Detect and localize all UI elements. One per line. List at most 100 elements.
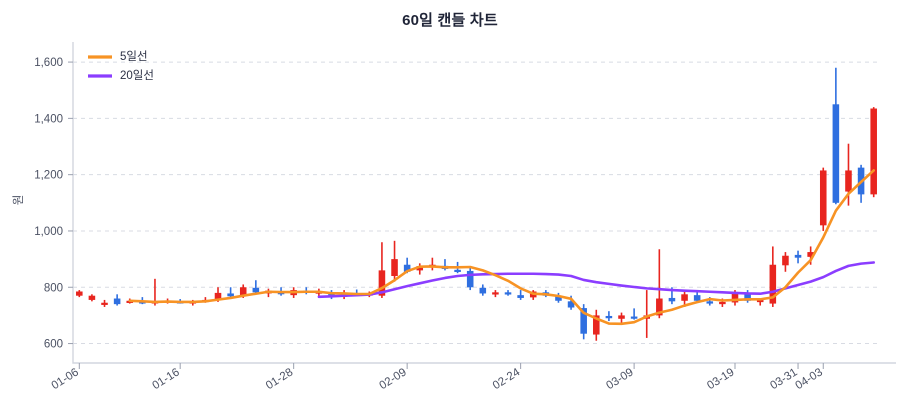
x-tick-label: 03-31 — [768, 366, 799, 392]
candle-body — [252, 287, 260, 293]
candle-body — [479, 287, 487, 294]
candle-body — [605, 315, 613, 319]
candle-body — [693, 295, 701, 301]
candle-body — [832, 104, 840, 203]
candle — [605, 311, 613, 322]
ma-lines-group — [128, 169, 875, 326]
candle — [101, 299, 108, 307]
candle — [504, 290, 512, 296]
candle-body — [794, 254, 802, 258]
candle-body — [618, 315, 625, 319]
candle — [618, 312, 625, 324]
y-tick-label: 1,000 — [34, 226, 63, 238]
legend-group: 5일선 20일선 — [88, 49, 154, 82]
axis-spine — [72, 42, 896, 364]
candle — [580, 304, 587, 340]
candle-body — [681, 294, 688, 301]
y-tick-label: 1,200 — [34, 170, 63, 182]
candle-body — [76, 291, 83, 296]
candle-body — [630, 316, 638, 319]
candle — [782, 252, 789, 272]
x-tick-labels: 01-06 01-16 01-28 02-09 02-24 03-09 03-19 03-31… — [50, 363, 825, 392]
candle-body — [807, 252, 814, 257]
candle — [656, 249, 663, 319]
candle-body — [580, 308, 587, 334]
candle — [429, 257, 436, 271]
candle-body — [567, 301, 575, 308]
candle — [88, 294, 96, 302]
y-tick-label: 600 — [44, 339, 63, 351]
candle — [630, 308, 638, 320]
candle-body — [239, 287, 247, 296]
candle — [819, 167, 827, 231]
candle-body — [819, 170, 827, 226]
candle — [328, 290, 335, 300]
candle — [479, 284, 487, 296]
candle — [113, 294, 121, 306]
candle — [555, 292, 562, 303]
x-tick-label: 03-19 — [705, 366, 736, 392]
candle — [441, 259, 449, 271]
y-tick-label: 800 — [44, 282, 63, 294]
candle — [643, 290, 651, 338]
candle-body — [731, 292, 739, 303]
candle-body — [492, 292, 499, 295]
candle-body — [668, 297, 676, 302]
candle-body — [504, 292, 512, 295]
candle-body — [391, 259, 398, 276]
candle-body — [214, 292, 222, 300]
x-tick-label: 02-09 — [377, 366, 408, 392]
y-axis-title-group: 원 — [11, 195, 25, 206]
y-tick-label: 1,600 — [34, 57, 63, 69]
candle — [832, 67, 840, 205]
candle-body — [656, 298, 663, 316]
y-axis-title: 원 — [11, 195, 25, 206]
candle-body — [845, 170, 852, 192]
candle-body — [454, 269, 461, 273]
candle-body — [756, 299, 764, 303]
candle-body — [378, 270, 386, 296]
candle — [744, 290, 751, 303]
y-tick-label: 1,400 — [34, 113, 63, 125]
x-tick-label: 02-24 — [491, 366, 523, 392]
x-tick-label: 01-16 — [150, 366, 181, 392]
candle-body — [769, 264, 777, 304]
candle — [870, 107, 877, 198]
legend-label: 20일선 — [120, 68, 154, 82]
candle — [391, 240, 398, 282]
page-title: 60일 캔들 차트 — [402, 12, 498, 29]
x-tick-label: 03-09 — [604, 366, 635, 392]
candle — [593, 309, 600, 341]
candle-body — [517, 295, 524, 298]
candle-body — [403, 264, 411, 272]
x-tick-label: 01-28 — [264, 366, 295, 392]
axis-spines — [72, 42, 896, 364]
candle-body — [706, 301, 714, 304]
candle — [416, 263, 424, 275]
ma5-line — [128, 169, 875, 326]
candle-body — [782, 255, 789, 266]
candle-body — [101, 302, 108, 305]
candle-body — [719, 301, 726, 305]
candle — [794, 250, 802, 264]
candle-body — [555, 296, 562, 301]
candle-body — [88, 295, 96, 300]
candle — [681, 290, 688, 307]
candle — [466, 267, 474, 291]
candle-body — [328, 292, 335, 298]
candle-body — [227, 293, 234, 297]
candle — [492, 290, 499, 298]
gridlines-group — [73, 61, 880, 345]
y-tick-labels: 600 800 1,000 1,200 1,400 1,600 — [34, 57, 73, 351]
candle-body — [416, 266, 424, 271]
candle — [517, 290, 524, 300]
candle-body — [870, 108, 877, 195]
candle-body — [113, 298, 121, 305]
candle-body — [466, 270, 474, 288]
candle-body — [744, 293, 751, 301]
candle — [252, 280, 260, 295]
candle — [76, 290, 83, 298]
x-tick-label: 01-06 — [50, 366, 81, 392]
